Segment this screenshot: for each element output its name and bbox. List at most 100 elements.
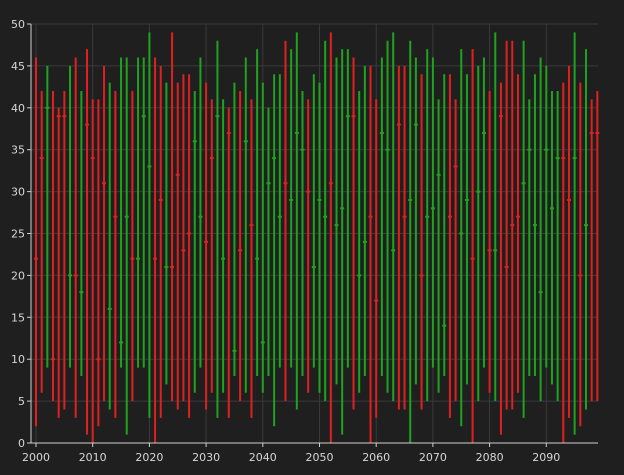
hlc-bar-2014: [113, 91, 118, 418]
hlc-bar-2085: [515, 74, 520, 393]
hlc-bar-2089: [538, 57, 543, 402]
hlc-bar-2032: [215, 40, 220, 418]
hlc-bar-2019: [141, 57, 146, 368]
hlc-bar-2026: [181, 74, 186, 402]
hlc-bar-2081: [493, 32, 498, 402]
hlc-bar-2022: [158, 65, 163, 418]
hlc-bar-2048: [306, 99, 311, 393]
hlc-bar-2049: [311, 74, 316, 368]
hlc-bar-2006: [68, 65, 73, 368]
hlc-bar-2038: [249, 99, 254, 418]
hlc-bar-2077: [470, 49, 475, 443]
hlc-bar-2020: [147, 32, 152, 418]
x-tick-label: 2090: [532, 451, 560, 464]
hlc-bar-2035: [232, 82, 237, 376]
hlc-bar-2030: [204, 82, 209, 410]
hlc-bar-2005: [62, 91, 67, 410]
hlc-bar-2039: [255, 49, 260, 376]
hlc-bar-2079: [481, 57, 486, 368]
x-tick-label: 2070: [419, 451, 447, 464]
hlc-bar-2042: [272, 74, 277, 427]
x-tick-label: 2020: [135, 451, 163, 464]
hlc-bar-2041: [266, 107, 271, 376]
hlc-bar-2028: [192, 91, 197, 393]
hlc-bar-2025: [175, 82, 180, 410]
hlc-bar-2029: [198, 57, 203, 368]
x-tick-label: 2010: [79, 451, 107, 464]
hlc-bar-2075: [459, 49, 464, 427]
hlc-bar-2015: [119, 57, 124, 368]
y-tick-label: 10: [11, 353, 25, 366]
hlc-bar-2072: [442, 74, 447, 376]
y-tick-labels: 0 5 10 15 20 25 30 35 40 45 50: [11, 18, 25, 450]
bars: [34, 32, 600, 443]
hlc-bar-2093: [561, 82, 566, 443]
hlc-bar-2003: [51, 91, 56, 402]
y-tick-label: 20: [11, 269, 25, 282]
hlc-bar-2044: [283, 40, 288, 402]
hlc-bar-2066: [408, 40, 413, 443]
hlc-bar-2070: [430, 57, 435, 368]
hlc-bar-2040: [260, 82, 265, 393]
x-tick-label: 2000: [22, 451, 50, 464]
y-tick-label: 30: [11, 186, 25, 199]
hlc-bar-2059: [368, 65, 373, 443]
hlc-bar-2062: [385, 40, 390, 393]
hlc-bar-2052: [328, 32, 333, 443]
y-tick-label: 15: [11, 311, 25, 324]
y-tick-label: 25: [11, 228, 25, 241]
hlc-bar-2068: [419, 74, 424, 410]
hlc-bar-2056: [351, 57, 356, 410]
hlc-bar-2088: [532, 74, 537, 376]
hlc-bar-2094: [566, 65, 571, 418]
y-tick-label: 0: [18, 437, 25, 450]
hlc-bar-2002: [45, 65, 50, 368]
hlc-bar-2076: [464, 74, 469, 385]
hlc-bar-2018: [136, 57, 141, 368]
hlc-bar-2000: [34, 57, 38, 427]
hlc-bar-2034: [226, 107, 231, 418]
hlc-bar-2097: [583, 49, 588, 410]
hlc-bar-2021: [153, 57, 158, 443]
y-tick-label: 5: [18, 395, 25, 408]
hlc-bar-2087: [527, 99, 532, 376]
x-tick-label: 2040: [249, 451, 277, 464]
hlc-bar-2047: [300, 91, 305, 376]
hlc-bar-2084: [510, 40, 515, 410]
hlc-bar-2016: [124, 57, 129, 435]
hlc-bar-2024: [170, 32, 175, 402]
hlc-bar-2051: [323, 40, 328, 402]
y-tick-label: 50: [11, 18, 25, 31]
hlc-bar-2013: [107, 82, 112, 410]
hlc-bar-2074: [453, 99, 458, 402]
hlc-bar-2069: [425, 49, 430, 402]
hlc-bar-2090: [544, 65, 549, 368]
x-tick-label: 2080: [476, 451, 504, 464]
hlc-bar-2010: [90, 99, 95, 443]
hlc-bar-2008: [79, 91, 84, 376]
hlc-bar-2061: [379, 57, 384, 376]
hlc-bar-2073: [447, 74, 452, 418]
hlc-bar-2091: [549, 91, 554, 385]
hlc-bar-2086: [521, 40, 526, 418]
hlc-bar-2012: [102, 65, 107, 402]
x-tick-label: 2030: [192, 451, 220, 464]
hlc-bar-2054: [340, 49, 345, 435]
hlc-bar-2033: [221, 99, 226, 393]
hlc-bar-2080: [487, 91, 492, 393]
hlc-bar-2031: [209, 99, 214, 393]
hlc-bar-2067: [413, 57, 418, 385]
hlc-bar-2045: [289, 49, 294, 368]
hlc-bar-2060: [374, 99, 379, 418]
hlc-bar-2096: [578, 82, 583, 427]
y-tick-label: 40: [11, 102, 25, 115]
y-tick-label: 45: [11, 60, 25, 73]
hlc-bar-2023: [164, 82, 169, 385]
hlc-bar-2095: [572, 32, 577, 435]
hlc-bar-2046: [294, 32, 299, 410]
hlc-bar-2064: [396, 65, 401, 410]
hlc-bar-2001: [39, 91, 44, 393]
hlc-bar-2011: [96, 99, 101, 427]
axes: [27, 23, 598, 447]
